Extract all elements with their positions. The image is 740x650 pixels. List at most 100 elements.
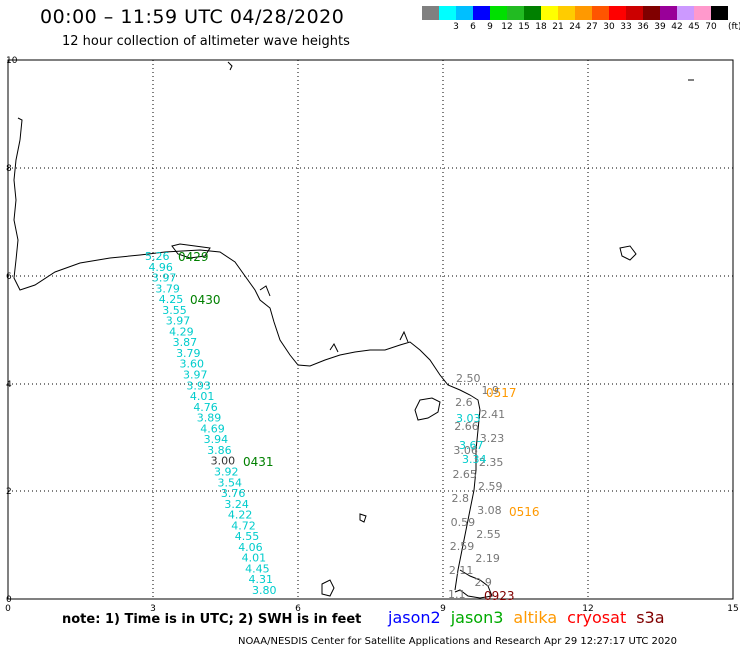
track-value: 4.01 bbox=[242, 552, 266, 565]
altimeter-tracks: 5.264.963.973.794.253.553.974.293.873.79… bbox=[145, 250, 505, 601]
y-tick-label: 6 bbox=[6, 272, 12, 282]
satellite-legend-item: jason2 bbox=[388, 608, 441, 627]
track-value: 3.79 bbox=[155, 282, 180, 295]
track-value: 3.60 bbox=[180, 358, 205, 371]
legend-label: 9 bbox=[487, 22, 493, 32]
track-value: 3.92 bbox=[214, 465, 239, 478]
track-value: 3.93 bbox=[186, 379, 211, 392]
track-value: 2.35 bbox=[479, 456, 504, 469]
track-value: 0.59 bbox=[451, 516, 476, 529]
track-value: 3.87 bbox=[173, 336, 198, 349]
x-tick-label: 0 bbox=[5, 604, 11, 614]
track-value: 2.59 bbox=[478, 480, 503, 493]
legend-label: 33 bbox=[620, 22, 632, 32]
satellite-legend: jason2 jason3 altika cryosat s3a bbox=[388, 608, 675, 627]
legend-label: 24 bbox=[569, 22, 581, 32]
track-value: 3.23 bbox=[480, 432, 505, 445]
legend-label: 18 bbox=[535, 22, 547, 32]
track-value: 2.66 bbox=[454, 420, 479, 433]
track-value: 2.9 bbox=[474, 576, 492, 589]
legend-label: 3 bbox=[453, 22, 459, 32]
legend-label: 45 bbox=[688, 22, 700, 32]
track-value: 4.72 bbox=[231, 519, 256, 532]
track-value: 3.08 bbox=[477, 504, 502, 517]
legend-label: 42 bbox=[671, 22, 683, 32]
track-value: 4.22 bbox=[228, 509, 253, 522]
pass-label: 0517 bbox=[486, 386, 517, 400]
track-value: 1.1 bbox=[448, 588, 466, 601]
coastline bbox=[13, 61, 694, 599]
legend-unit: (ft) bbox=[728, 22, 740, 32]
satellite-legend-item: altika bbox=[513, 608, 558, 627]
track-value: 3.24 bbox=[224, 498, 249, 511]
legend-swatch bbox=[507, 6, 524, 20]
track-value: 3.00 bbox=[211, 455, 236, 468]
track-value: 2.59 bbox=[450, 540, 475, 553]
pass-label: 0923 bbox=[484, 589, 515, 603]
x-tick-label: 6 bbox=[295, 604, 301, 614]
track-value: 2.8 bbox=[452, 492, 470, 505]
track-value: 4.25 bbox=[159, 293, 184, 306]
legend-label: 6 bbox=[470, 22, 476, 32]
legend-swatch bbox=[422, 6, 439, 20]
track-value: 4.45 bbox=[245, 562, 270, 575]
legend-swatch bbox=[609, 6, 626, 20]
legend-swatch bbox=[439, 6, 456, 20]
track-value: 2.55 bbox=[476, 528, 501, 541]
track-value: 3.89 bbox=[197, 412, 222, 425]
track-value: 2.6 bbox=[455, 396, 473, 409]
legend-swatch bbox=[626, 6, 643, 20]
track-value: 3.34 bbox=[462, 453, 487, 466]
track-value: 3.76 bbox=[221, 487, 246, 500]
legend-swatch bbox=[575, 6, 592, 20]
map-title: 00:00 – 11:59 UTC 04/28/2020 bbox=[40, 6, 345, 28]
track-value: 2.41 bbox=[481, 408, 506, 421]
pass-label: 0430 bbox=[190, 293, 221, 307]
x-tick-label: 9 bbox=[440, 604, 446, 614]
track-value: 3.79 bbox=[176, 347, 201, 360]
track-value: 2.65 bbox=[452, 468, 477, 481]
map-subtitle: 12 hour collection of altimeter wave hei… bbox=[62, 34, 350, 49]
satellite-legend-item: cryosat bbox=[567, 608, 627, 627]
pass-label: 0516 bbox=[509, 505, 540, 519]
track-value: 4.01 bbox=[190, 390, 215, 403]
y-tick-label: 0 bbox=[6, 595, 12, 605]
track-value: 2.11 bbox=[449, 564, 474, 577]
track-value: 4.96 bbox=[148, 261, 173, 274]
track-value: 4.31 bbox=[249, 573, 274, 586]
legend-swatch bbox=[711, 6, 728, 20]
credit-line: NOAA/NESDIS Center for Satellite Applica… bbox=[238, 636, 677, 647]
y-tick-label: 4 bbox=[6, 380, 12, 390]
pass-label: 0431 bbox=[243, 455, 274, 469]
track-value: 3.80 bbox=[252, 584, 277, 597]
legend-swatch bbox=[694, 6, 711, 20]
track-value: 3.97 bbox=[183, 369, 208, 382]
legend-label: 15 bbox=[518, 22, 530, 32]
track-value: 2.19 bbox=[475, 552, 500, 565]
track-value: 4.55 bbox=[235, 530, 260, 543]
track-value: 4.06 bbox=[238, 541, 263, 554]
map-grid bbox=[8, 60, 733, 599]
pass-label: 0429 bbox=[178, 250, 209, 264]
y-tick-label: 10 bbox=[6, 56, 18, 66]
track-value: 3.67 bbox=[459, 439, 484, 452]
track-value: 3.86 bbox=[207, 444, 232, 457]
legend-swatch bbox=[558, 6, 575, 20]
track-value: 2.50 bbox=[456, 372, 481, 385]
legend-swatch bbox=[456, 6, 473, 20]
y-tick-label: 2 bbox=[6, 487, 12, 497]
legend-label: 36 bbox=[637, 22, 649, 32]
map-frame bbox=[7, 59, 734, 600]
track-value: 3.97 bbox=[152, 272, 177, 285]
legend-label: 27 bbox=[586, 22, 598, 32]
satellite-legend-item: jason3 bbox=[450, 608, 504, 627]
legend-label: 30 bbox=[603, 22, 615, 32]
legend-swatch bbox=[490, 6, 507, 20]
track-value: 4.69 bbox=[200, 422, 225, 435]
y-tick-label: 8 bbox=[6, 164, 12, 174]
track-value: 3.54 bbox=[217, 476, 242, 489]
map-note: note: 1) Time is in UTC; 2) SWH is in fe… bbox=[62, 612, 362, 627]
track-value: 3.97 bbox=[166, 315, 191, 328]
legend-swatch bbox=[473, 6, 490, 20]
